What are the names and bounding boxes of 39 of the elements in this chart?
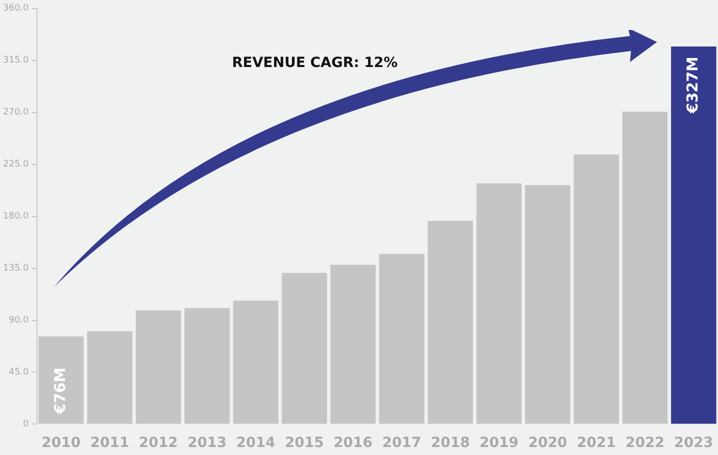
bar	[622, 112, 668, 424]
y-tick-label: 180.0	[3, 212, 30, 222]
x-tick-label: 2016	[334, 435, 373, 452]
data-label: €327M	[684, 56, 702, 114]
data-label: €76M	[50, 367, 69, 415]
x-tick-label: 2021	[576, 435, 616, 452]
bar	[671, 46, 716, 424]
y-tick-label: 0	[23, 420, 30, 430]
bar	[87, 331, 132, 424]
bar	[574, 154, 619, 424]
y-tick-label: 360.0	[3, 4, 30, 14]
bar	[233, 300, 278, 424]
x-tick-label: 2023	[674, 435, 714, 452]
bar	[136, 310, 182, 424]
x-tick-label: 2014	[236, 435, 276, 452]
x-tick-label: 2019	[480, 435, 519, 452]
x-tick-label: 2022	[626, 435, 664, 452]
y-tick-label: 45.0	[8, 368, 30, 378]
x-tick-label: 2013	[188, 435, 227, 452]
x-tick-label: 2010	[42, 435, 81, 452]
x-tick-label: 2015	[284, 435, 324, 452]
x-tick-label: 2012	[138, 435, 178, 452]
bar	[282, 272, 328, 424]
y-tick-label: 90.0	[8, 316, 30, 326]
x-tick-label: 2017	[382, 435, 422, 452]
y-tick-label: 270.0	[3, 108, 30, 118]
bar	[525, 185, 570, 424]
x-tick-label: 2011	[90, 435, 130, 452]
y-tick-label: 225.0	[3, 160, 30, 170]
annotation: REVENUE CAGR: 12%	[232, 55, 398, 71]
bar	[330, 264, 376, 424]
y-tick-label: 135.0	[3, 264, 30, 274]
x-tick-label: 2018	[430, 435, 470, 452]
bar	[476, 183, 522, 424]
y-tick-label: 315.0	[3, 56, 30, 66]
bar	[379, 254, 424, 424]
x-tick-label: 2020	[528, 435, 568, 452]
bar	[428, 220, 473, 424]
bar	[184, 308, 230, 424]
